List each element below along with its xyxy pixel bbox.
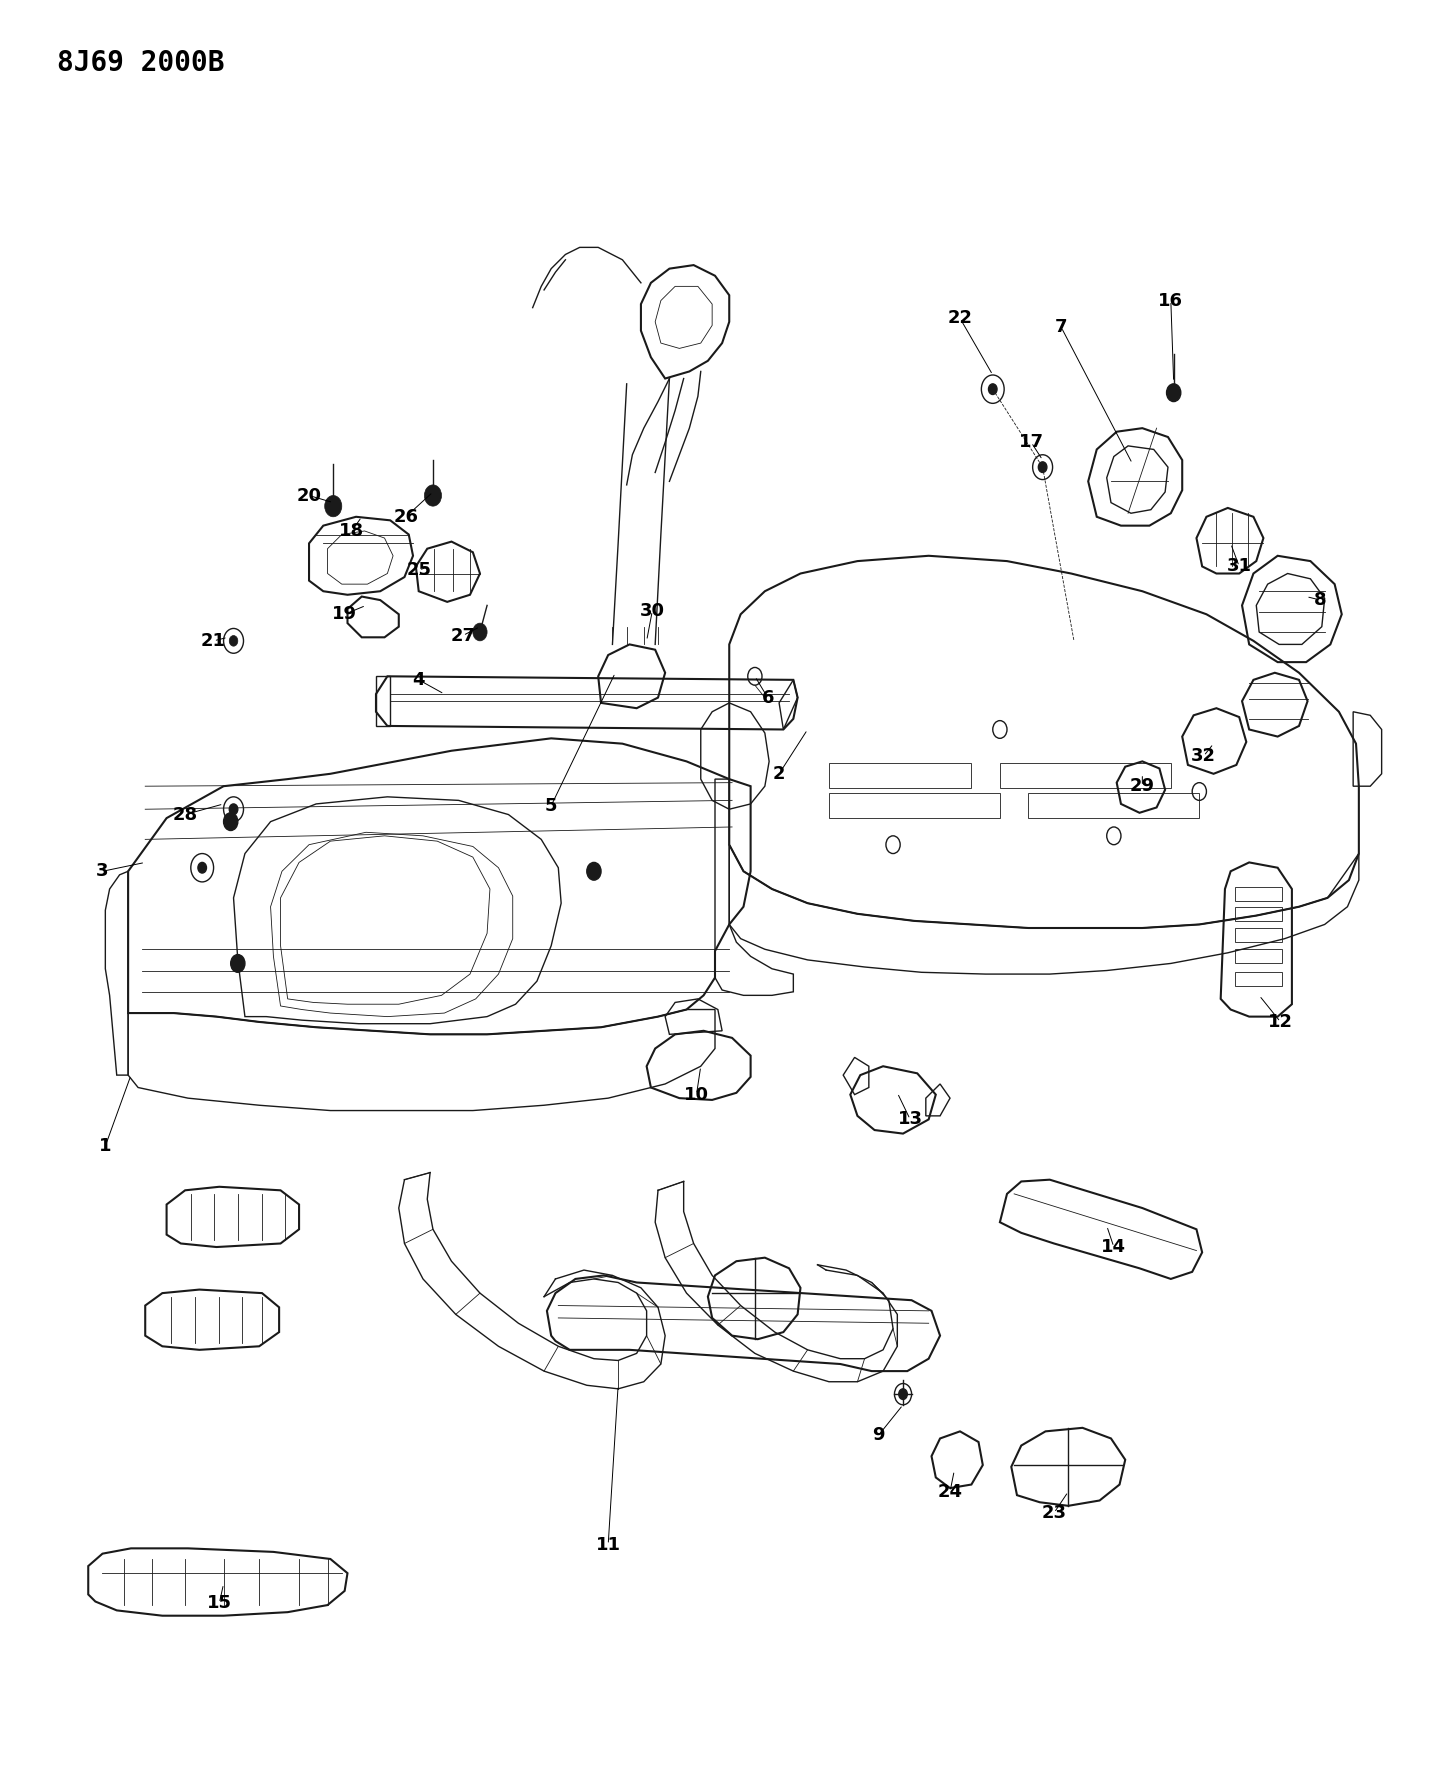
Text: 7: 7 <box>1055 318 1067 336</box>
Circle shape <box>586 862 601 880</box>
Text: 20: 20 <box>296 487 322 505</box>
Circle shape <box>197 862 206 873</box>
Text: 13: 13 <box>898 1111 922 1129</box>
Circle shape <box>223 813 237 830</box>
Text: 22: 22 <box>948 309 972 327</box>
Text: 1: 1 <box>99 1136 112 1156</box>
Text: 25: 25 <box>406 562 432 580</box>
Circle shape <box>230 955 245 973</box>
Text: 14: 14 <box>1101 1237 1127 1255</box>
Text: 5: 5 <box>545 797 558 814</box>
Text: 19: 19 <box>332 605 358 624</box>
Text: 8: 8 <box>1314 590 1327 610</box>
Text: 31: 31 <box>1227 558 1251 576</box>
Text: 8J69 2000B: 8J69 2000B <box>57 48 225 76</box>
Text: 27: 27 <box>450 626 475 645</box>
Circle shape <box>988 384 997 395</box>
Text: 6: 6 <box>761 688 774 706</box>
Text: 4: 4 <box>412 670 425 688</box>
Text: 12: 12 <box>1268 1013 1293 1031</box>
Text: 2: 2 <box>772 765 785 782</box>
Text: 18: 18 <box>339 523 365 541</box>
Text: 10: 10 <box>684 1086 709 1104</box>
Text: 17: 17 <box>1018 434 1044 452</box>
Circle shape <box>473 622 488 640</box>
Circle shape <box>1038 462 1047 473</box>
Text: 26: 26 <box>393 509 419 526</box>
Text: 29: 29 <box>1130 777 1155 795</box>
Text: 30: 30 <box>639 601 665 621</box>
Circle shape <box>425 485 442 507</box>
Text: 28: 28 <box>173 805 197 823</box>
Text: 15: 15 <box>207 1595 232 1613</box>
Text: 3: 3 <box>96 862 109 880</box>
Circle shape <box>229 635 237 645</box>
Text: 32: 32 <box>1191 747 1216 765</box>
Text: 23: 23 <box>1041 1504 1067 1522</box>
Text: 24: 24 <box>938 1483 962 1501</box>
Circle shape <box>229 804 237 814</box>
Text: 11: 11 <box>596 1536 621 1554</box>
Circle shape <box>325 496 342 517</box>
Text: 21: 21 <box>202 631 226 649</box>
Text: 16: 16 <box>1158 292 1183 309</box>
Circle shape <box>1167 384 1181 402</box>
Text: 9: 9 <box>872 1426 885 1444</box>
Circle shape <box>898 1389 907 1399</box>
